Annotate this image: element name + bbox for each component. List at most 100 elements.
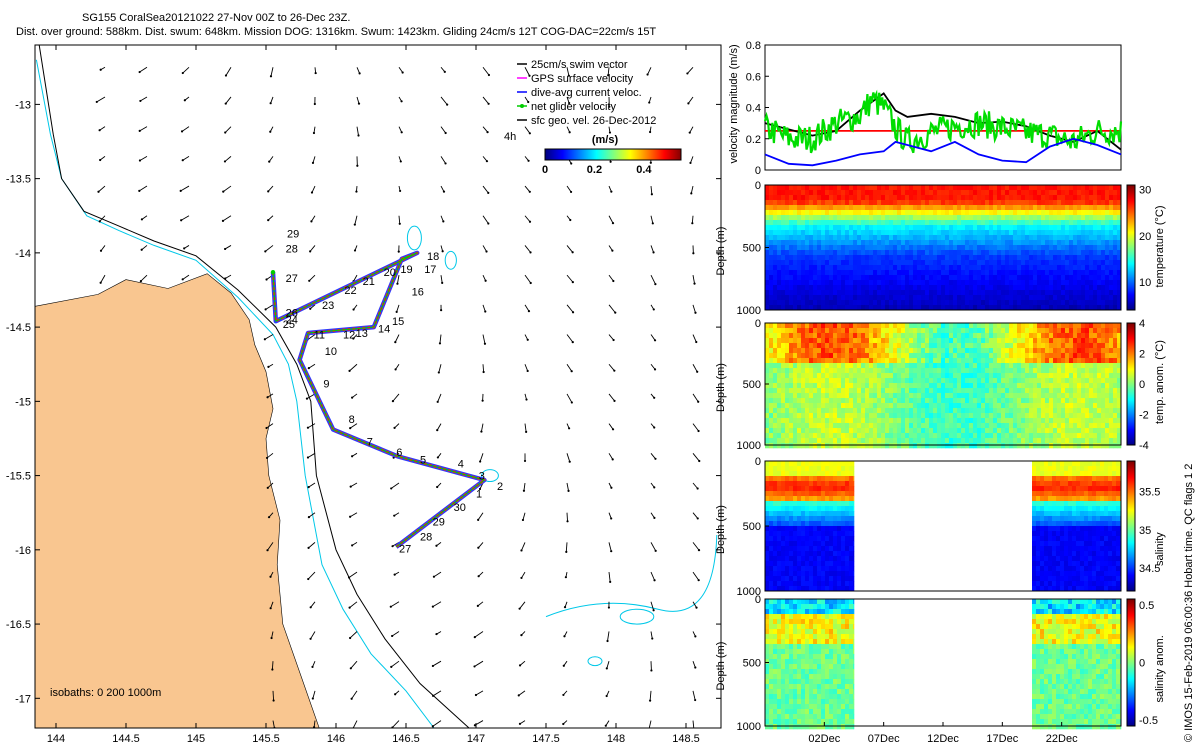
heatmap-cell [881,255,886,261]
heatmap-cell [921,210,926,216]
heatmap-cell [869,280,874,286]
heatmap-cell [925,363,930,369]
heatmap-cell [913,433,918,439]
velocity-arrow-head [308,279,311,282]
heatmap-cell [1045,328,1050,334]
velocity-arrow [440,275,443,283]
heatmap-cell [841,438,846,444]
heatmap-cell [801,235,806,241]
heatmap-cell [909,383,914,389]
heatmap-cell [857,403,862,409]
heatmap-cell [901,413,906,419]
velocity-arrow-head [267,219,270,222]
heatmap-cell [857,338,862,344]
heatmap-cell [1105,205,1110,211]
heatmap-cell [773,433,778,439]
heatmap-cell [777,403,782,409]
heatmap-cell [949,245,954,251]
heatmap-cell [937,323,942,329]
heatmap-cell [1005,230,1010,236]
heatmap-cell [889,240,894,246]
heatmap-cell [825,403,830,409]
heatmap-cell [1049,260,1054,266]
heatmap-cell [1041,300,1046,306]
heatmap-cell [921,398,926,404]
heatmap-cell [917,433,922,439]
heatmap-cell [1089,200,1094,206]
velocity-arrow-head [521,518,525,522]
heatmap-cell [965,205,970,211]
heatmap-cell [817,428,822,434]
heatmap-cell [953,333,958,339]
heatmap-cell [805,398,810,404]
heatmap-cell [1049,333,1054,339]
heatmap-cell [777,280,782,286]
velocity-arrow [310,631,316,640]
heatmap-cell [945,378,950,384]
velocity-arrow-head [309,307,312,310]
heatmap-cell [1085,200,1090,206]
heatmap-cell [977,413,982,419]
heatmap-cell [793,438,798,444]
velocity-arrow-head [394,368,397,371]
heatmap-cell [1053,295,1058,301]
heatmap-cell [833,235,838,241]
heatmap-cell [985,230,990,236]
heatmap-cell [889,265,894,271]
heatmap-cell [973,270,978,276]
heatmap-cell [821,418,826,424]
heatmap-cell [921,195,926,201]
heatmap-cell [909,200,914,206]
heatmap-cell [793,270,798,276]
heatmap-cell [769,378,774,384]
heatmap-cell [993,265,998,271]
heatmap-cell [829,438,834,444]
heatmap-cell [909,245,914,251]
heatmap-cell [817,290,822,296]
heatmap-cell [877,438,882,444]
heatmap-cell [805,210,810,216]
heatmap-cell [829,363,834,369]
heatmap-cell [1001,383,1006,389]
heatmap-cell [865,423,870,429]
heatmap-cell [853,353,858,359]
heatmap-cell [861,285,866,291]
heatmap-cell [785,408,790,414]
heatmap-cell [825,295,830,301]
heatmap-cell [1041,388,1046,394]
heatmap-cell [933,235,938,241]
heatmap-cell [861,250,866,256]
heatmap-cell [1061,295,1066,301]
heatmap-cell [825,363,830,369]
heatmap-cell [825,225,830,231]
heatmap-cell [917,230,922,236]
heatmap-cell [793,418,798,424]
heatmap-cell [857,230,862,236]
heatmap-cell [781,323,786,329]
heatmap-cell [821,200,826,206]
heatmap-cell [829,333,834,339]
heatmap-cell [857,225,862,231]
heatmap-cell [1001,438,1006,444]
heatmap-cell [1041,363,1046,369]
heatmap-cell [777,373,782,379]
heatmap-cell [845,343,850,349]
heatmap-cell [901,230,906,236]
heatmap-cell [817,338,822,344]
heatmap-cell [925,240,930,246]
heatmap-cell [905,438,910,444]
heatmap-cell [1005,428,1010,434]
heatmap-cell [945,358,950,364]
heatmap-cell [921,418,926,424]
heatmap-cell [989,383,994,389]
heatmap-cell [829,290,834,296]
heatmap-cell [797,388,802,394]
heatmap-cell [817,438,822,444]
heatmap-cell [989,245,994,251]
heatmap-cell [973,438,978,444]
heatmap-cell [829,270,834,276]
heatmap-cell [1049,343,1054,349]
heatmap-cell [957,195,962,201]
velocity-arrow-head [436,400,439,403]
velocity-arrow-head [397,250,400,253]
